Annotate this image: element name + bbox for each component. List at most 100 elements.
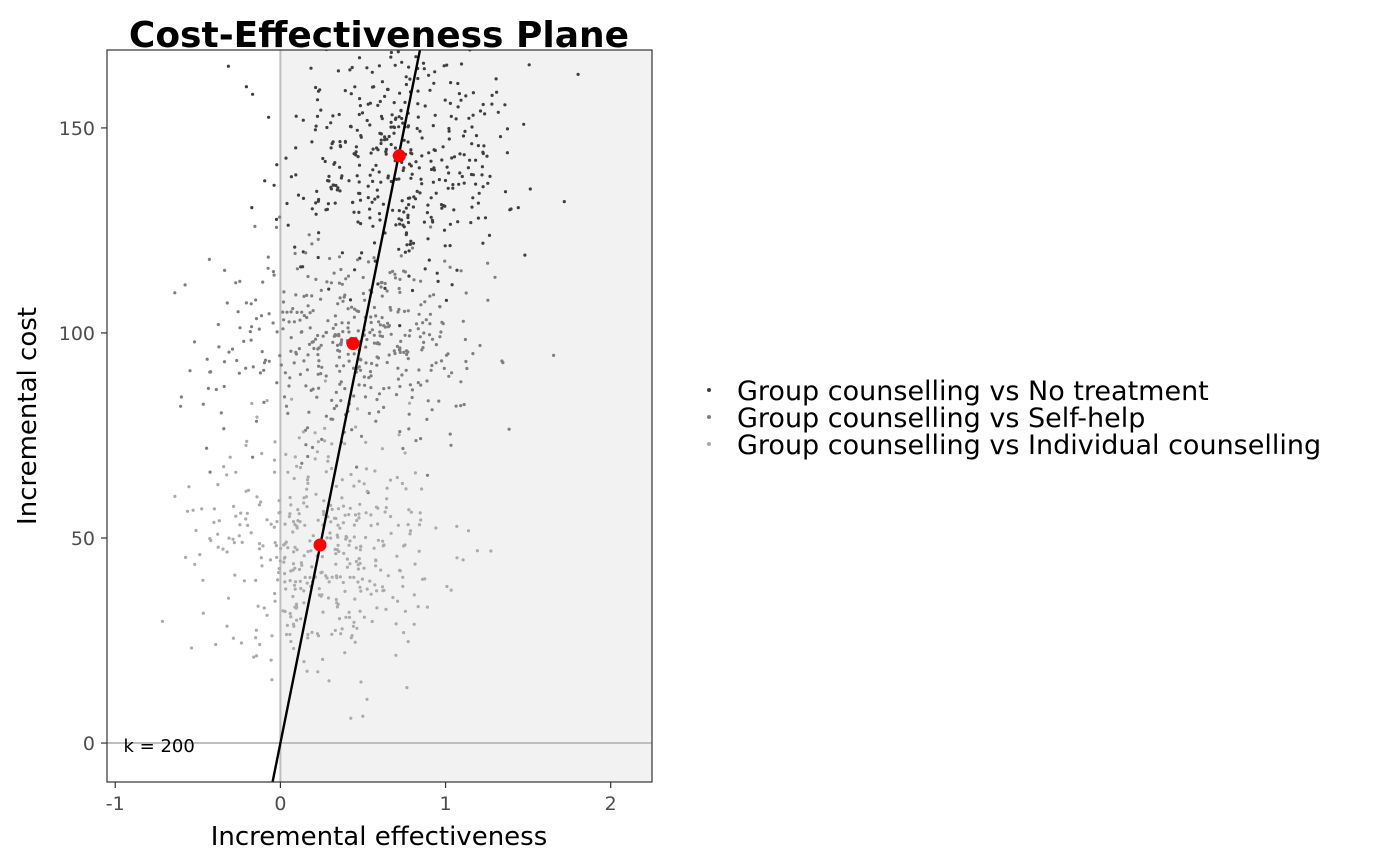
scatter-point-series-1 <box>527 63 531 67</box>
scatter-point-series-1 <box>423 267 427 271</box>
scatter-point-series-3 <box>358 502 362 506</box>
scatter-point-series-2 <box>369 386 373 390</box>
scatter-point-series-1 <box>314 85 318 90</box>
scatter-point-series-1 <box>226 64 230 68</box>
scatter-point-series-2 <box>406 309 410 313</box>
scatter-point-series-3 <box>357 479 361 483</box>
y-axis: 0 50 100 150 <box>59 118 107 755</box>
scatter-point-series-2 <box>302 294 306 298</box>
scatter-point-series-3 <box>289 503 293 507</box>
scatter-point-series-1 <box>414 160 418 164</box>
scatter-point-series-1 <box>420 154 424 158</box>
scatter-point-series-3 <box>304 495 308 499</box>
scatter-point-series-3 <box>299 617 303 621</box>
scatter-point-series-3 <box>409 510 413 514</box>
scatter-point-series-1 <box>443 244 447 248</box>
scatter-point-series-2 <box>281 327 285 331</box>
scatter-point-series-1 <box>423 104 427 108</box>
scatter-point-series-3 <box>337 549 341 554</box>
scatter-point-series-1 <box>366 102 370 106</box>
scatter-point-series-3 <box>285 623 289 628</box>
scatter-point-series-2 <box>382 387 386 391</box>
scatter-point-series-2 <box>305 293 309 297</box>
scatter-point-series-2 <box>300 310 304 314</box>
scatter-point-series-1 <box>384 147 388 151</box>
scatter-point-series-2 <box>298 318 302 322</box>
scatter-point-series-3 <box>258 642 262 647</box>
scatter-point-series-1 <box>369 151 373 155</box>
scatter-point-series-3 <box>227 536 231 540</box>
scatter-point-series-1 <box>448 222 452 226</box>
scatter-point-series-1 <box>368 173 372 177</box>
scatter-point-series-3 <box>334 516 338 521</box>
scatter-point-series-3 <box>252 655 256 659</box>
scatter-point-series-3 <box>329 536 333 540</box>
scatter-point-series-1 <box>416 76 420 81</box>
scatter-point-series-2 <box>434 343 438 347</box>
scatter-point-series-1 <box>315 98 320 102</box>
scatter-point-series-1 <box>400 199 404 203</box>
scatter-point-series-2 <box>428 294 432 298</box>
scatter-point-series-3 <box>231 636 235 640</box>
scatter-point-series-2 <box>448 432 452 436</box>
scatter-point-series-1 <box>317 197 321 202</box>
scatter-point-series-3 <box>358 548 362 552</box>
scatter-point-series-2 <box>289 349 293 353</box>
scatter-point-series-3 <box>305 487 309 491</box>
scatter-point-series-2 <box>401 446 405 451</box>
scatter-point-series-2 <box>419 383 423 387</box>
scatter-point-series-2 <box>274 225 279 229</box>
scatter-point-series-1 <box>371 224 375 228</box>
scatter-point-series-2 <box>262 400 266 404</box>
scatter-point-series-2 <box>425 473 430 477</box>
scatter-point-series-3 <box>334 562 338 566</box>
scatter-point-series-3 <box>259 556 263 560</box>
scatter-point-series-2 <box>319 297 323 301</box>
panel-border <box>106 49 653 783</box>
scatter-point-series-3 <box>303 575 307 580</box>
scatter-point-series-1 <box>410 8 413 11</box>
scatter-point-series-2 <box>341 330 345 334</box>
scatter-point-series-2 <box>410 395 414 400</box>
scatter-point-series-1 <box>429 215 433 219</box>
scatter-point-series-1 <box>351 200 355 205</box>
scatter-point-series-3 <box>293 455 297 459</box>
scatter-point-series-3 <box>316 440 320 444</box>
scatter-point-series-3 <box>279 546 283 551</box>
scatter-point-series-2 <box>379 285 383 289</box>
scatter-point-series-1 <box>409 176 413 180</box>
scatter-point-series-3 <box>407 401 412 405</box>
scatter-point-series-2 <box>183 283 187 287</box>
scatter-point-series-1 <box>403 250 407 254</box>
scatter-point-series-3 <box>306 481 310 485</box>
scatter-point-series-3 <box>358 585 362 589</box>
scatter-point-series-2 <box>552 353 556 357</box>
scatter-point-series-3 <box>337 617 342 621</box>
scatter-point-series-1 <box>428 88 432 92</box>
scatter-point-series-2 <box>402 269 406 273</box>
scatter-point-series-3 <box>310 565 314 569</box>
scatter-point-series-2 <box>222 360 227 364</box>
scatter-point-series-2 <box>339 399 343 403</box>
scatter-point-series-3 <box>330 632 334 637</box>
scatter-point-series-1 <box>390 113 394 117</box>
scatter-point-series-1 <box>469 172 474 177</box>
scatter-point-series-2 <box>459 380 463 384</box>
scatter-point-series-1 <box>407 65 411 69</box>
scatter-point-series-2 <box>370 361 374 366</box>
scatter-point-series-2 <box>275 381 279 385</box>
scatter-point-series-3 <box>352 523 356 527</box>
y-tick-label: 0 <box>83 733 95 755</box>
scatter-point-series-3 <box>352 535 356 539</box>
scatter-point-series-2 <box>439 359 444 363</box>
scatter-point-series-1 <box>301 196 306 200</box>
scatter-point-series-1 <box>443 178 448 183</box>
scatter-point-series-2 <box>310 340 314 344</box>
scatter-point-series-3 <box>322 512 326 517</box>
scatter-point-series-1 <box>460 174 464 179</box>
scatter-point-series-3 <box>357 512 361 516</box>
scatter-point-series-1 <box>406 216 410 220</box>
scatter-point-series-3 <box>275 520 279 524</box>
scatter-point-series-2 <box>251 455 255 459</box>
scatter-point-series-1 <box>377 212 382 216</box>
